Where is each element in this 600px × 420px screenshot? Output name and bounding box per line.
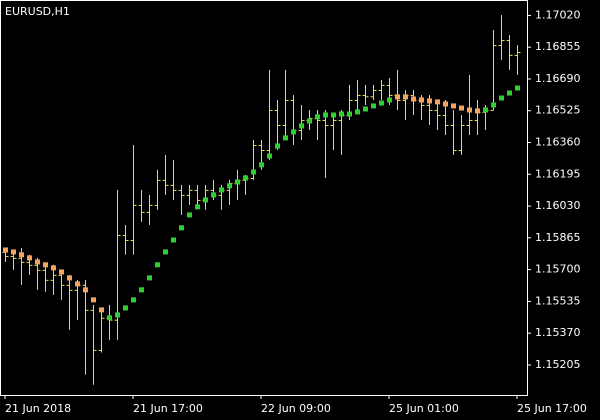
indicator-point bbox=[227, 183, 232, 189]
indicator-point bbox=[347, 111, 352, 117]
indicator-point bbox=[379, 100, 384, 106]
indicator-point bbox=[291, 129, 296, 135]
indicator-point bbox=[315, 114, 320, 120]
indicator-point bbox=[59, 269, 64, 275]
indicator-point bbox=[115, 312, 120, 318]
indicator-point bbox=[259, 162, 264, 168]
indicator-point bbox=[219, 187, 224, 193]
y-tick-label: 1.16855 bbox=[535, 40, 581, 53]
indicator-point bbox=[363, 106, 368, 112]
indicator-point bbox=[339, 111, 344, 117]
x-tick-label: 22 Jun 09:00 bbox=[261, 402, 331, 415]
indicator-point bbox=[235, 179, 240, 185]
indicator-point bbox=[179, 225, 184, 231]
indicator-point bbox=[403, 94, 408, 100]
x-tick-label: 25 Jun 01:00 bbox=[389, 402, 459, 415]
indicator-point bbox=[467, 107, 472, 113]
y-tick-label: 1.15370 bbox=[535, 326, 581, 339]
indicator-point bbox=[187, 212, 192, 218]
indicator-point bbox=[27, 255, 32, 261]
indicator-point bbox=[507, 90, 512, 96]
indicator-point bbox=[67, 275, 72, 281]
indicator-point bbox=[51, 265, 56, 271]
x-tick-label: 25 Jun 17:00 bbox=[517, 402, 587, 415]
indicator-point bbox=[171, 237, 176, 243]
indicator-point bbox=[211, 192, 216, 198]
indicator-point bbox=[451, 103, 456, 109]
indicator-point bbox=[435, 99, 440, 105]
y-tick-label: 1.16525 bbox=[535, 104, 581, 117]
indicator-point bbox=[75, 281, 80, 287]
y-tick-label: 1.16360 bbox=[535, 136, 581, 149]
y-tick-label: 1.16195 bbox=[535, 167, 581, 180]
x-tick-label: 21 Jun 17:00 bbox=[133, 402, 203, 415]
indicator-point bbox=[3, 247, 8, 253]
indicator-point bbox=[131, 297, 136, 303]
indicator-point bbox=[459, 105, 464, 111]
indicator-point bbox=[11, 249, 16, 255]
y-tick-label: 1.16690 bbox=[535, 72, 581, 85]
indicator-point bbox=[515, 85, 520, 91]
indicator-point bbox=[99, 307, 104, 313]
plot-frame bbox=[0, 0, 528, 396]
indicator-point bbox=[491, 102, 496, 108]
indicator-point bbox=[387, 97, 392, 103]
indicator-point bbox=[91, 297, 96, 303]
indicator-point bbox=[147, 275, 152, 281]
y-tick-label: 1.15865 bbox=[535, 231, 581, 244]
indicator-point bbox=[83, 287, 88, 293]
indicator-point bbox=[251, 169, 256, 175]
indicator-point bbox=[275, 143, 280, 149]
indicator-point bbox=[155, 262, 160, 268]
indicator-point bbox=[195, 204, 200, 210]
indicator-point bbox=[307, 118, 312, 124]
x-tick-label: 21 Jun 2018 bbox=[5, 402, 71, 415]
indicator-point bbox=[243, 175, 248, 181]
indicator-point bbox=[123, 305, 128, 311]
indicator-point bbox=[331, 112, 336, 118]
y-tick-label: 1.15700 bbox=[535, 263, 581, 276]
indicator-point bbox=[355, 109, 360, 115]
indicator-point bbox=[371, 103, 376, 109]
indicator-point bbox=[483, 107, 488, 113]
chart-title: EURUSD,H1 bbox=[5, 5, 70, 18]
y-tick-label: 1.17020 bbox=[535, 8, 581, 21]
indicator-point bbox=[411, 96, 416, 102]
indicator-point bbox=[139, 287, 144, 293]
indicator-point bbox=[499, 95, 504, 101]
indicator-point bbox=[475, 108, 480, 114]
indicator-point bbox=[427, 98, 432, 104]
y-tick-label: 1.16030 bbox=[535, 199, 581, 212]
indicator-point bbox=[203, 197, 208, 203]
y-tick-label: 1.15205 bbox=[535, 358, 581, 371]
indicator-point bbox=[283, 135, 288, 141]
indicator-point bbox=[395, 94, 400, 100]
indicator-point bbox=[323, 112, 328, 118]
indicator-point bbox=[267, 153, 272, 159]
indicator-point bbox=[443, 101, 448, 107]
indicator-point bbox=[107, 315, 112, 321]
indicator-point bbox=[163, 249, 168, 255]
indicator-point bbox=[19, 252, 24, 258]
indicator-point bbox=[43, 262, 48, 268]
y-tick-label: 1.15535 bbox=[535, 294, 581, 307]
indicator-point bbox=[299, 123, 304, 129]
indicator-point bbox=[419, 97, 424, 103]
indicator-point bbox=[35, 259, 40, 265]
